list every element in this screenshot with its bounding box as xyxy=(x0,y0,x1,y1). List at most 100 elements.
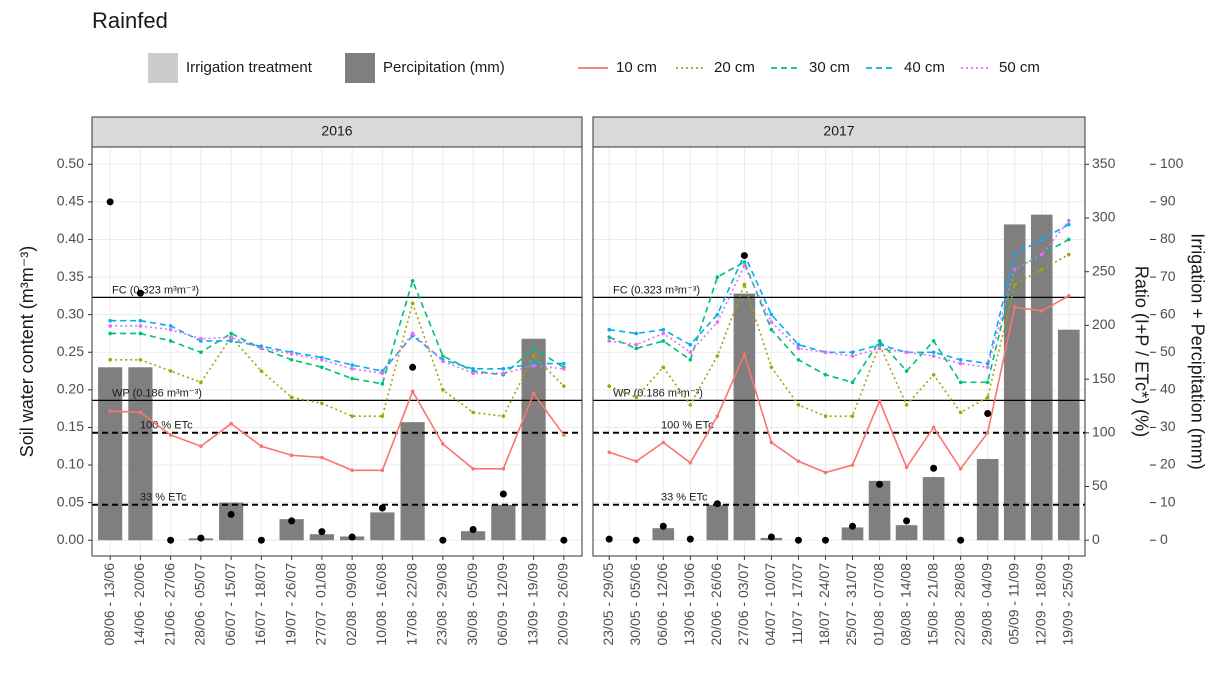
point xyxy=(850,350,855,355)
point xyxy=(350,414,354,418)
point xyxy=(320,401,324,406)
point xyxy=(769,320,774,324)
y2-tick-label: 50 xyxy=(1092,477,1108,493)
legend-swatch xyxy=(148,53,178,83)
point xyxy=(688,403,693,407)
point xyxy=(199,444,203,449)
strip-label: 2017 xyxy=(823,123,854,139)
x-tick-label: 25/07 - 31/07 xyxy=(843,563,859,646)
ratio-dot xyxy=(605,535,613,543)
x-tick-label: 17/08 - 22/08 xyxy=(403,563,419,646)
y-tick-label: 0.05 xyxy=(57,493,84,509)
point xyxy=(168,369,173,373)
point xyxy=(380,414,385,418)
x-tick-label: 30/05 - 05/06 xyxy=(627,563,643,646)
ratio-dot xyxy=(167,536,175,544)
point xyxy=(199,380,203,385)
bar xyxy=(1030,214,1053,541)
ratio-dot xyxy=(257,536,265,544)
point xyxy=(661,331,666,336)
panel-border xyxy=(592,146,1086,557)
point xyxy=(1066,294,1071,298)
point xyxy=(958,466,963,471)
x-tick-label: 29/08 - 04/09 xyxy=(978,563,994,646)
point xyxy=(350,376,354,381)
point xyxy=(688,342,693,347)
legend-label: 50 cm xyxy=(999,59,1040,76)
point xyxy=(688,460,693,465)
point xyxy=(229,339,233,343)
ratio-dot xyxy=(136,289,144,297)
point xyxy=(259,369,264,373)
point xyxy=(229,335,233,340)
point xyxy=(607,335,612,340)
ratio-dot xyxy=(318,528,326,536)
line xyxy=(110,389,565,472)
ratio-dot xyxy=(469,525,477,533)
point xyxy=(320,357,324,362)
ratio-dot xyxy=(930,464,938,472)
x-tick-label: 06/09 - 12/09 xyxy=(494,563,510,646)
x-tick-label: 19/07 - 26/07 xyxy=(282,563,298,646)
point xyxy=(823,350,828,355)
line xyxy=(609,223,1070,365)
ratio-dot xyxy=(903,517,911,525)
x-tick-label: 08/08 - 14/08 xyxy=(897,563,913,646)
y-tick-label: 0.20 xyxy=(57,381,84,397)
point xyxy=(168,433,173,437)
x-tick-label: 28/06 - 05/07 xyxy=(192,563,208,646)
y-tick-label: 0.35 xyxy=(57,268,84,284)
point xyxy=(796,357,801,362)
ratio-dot xyxy=(957,536,965,544)
y-tick-label: 0.10 xyxy=(57,456,84,472)
y3-tick-label: 20 xyxy=(1160,456,1176,472)
x-tick-label: 04/07 - 10/07 xyxy=(762,563,778,646)
point xyxy=(850,414,855,418)
point xyxy=(441,388,445,392)
point xyxy=(471,366,475,371)
bar xyxy=(1003,224,1026,541)
bar xyxy=(400,422,425,541)
point xyxy=(1039,309,1044,313)
point xyxy=(531,346,536,351)
y-axis-title: Soil water content (m³m⁻³) xyxy=(17,246,37,458)
point xyxy=(931,339,936,343)
y3-tick-label: 70 xyxy=(1160,268,1176,284)
point xyxy=(501,466,506,471)
point xyxy=(742,260,747,264)
x-tick-label: 11/07 - 17/07 xyxy=(789,563,805,645)
point xyxy=(350,363,354,367)
y2-tick-label: 150 xyxy=(1092,370,1116,386)
y-tick-label: 0.25 xyxy=(57,343,84,359)
bar xyxy=(279,519,304,541)
y3-tick-label: 80 xyxy=(1160,230,1176,246)
reference-label: WP (0.186 m³m⁻³) xyxy=(112,387,202,399)
point xyxy=(877,342,882,347)
x-tick-label: 27/07 - 01/08 xyxy=(313,563,329,646)
point xyxy=(958,410,963,415)
point xyxy=(138,357,143,362)
point xyxy=(1012,267,1017,272)
y-tick-label: 0.50 xyxy=(57,155,84,171)
point xyxy=(715,312,720,317)
line xyxy=(110,325,564,375)
line xyxy=(608,295,1070,474)
ratio-dot xyxy=(439,536,447,544)
y-tick-label: 0.40 xyxy=(57,230,84,246)
point xyxy=(769,312,774,317)
point xyxy=(350,366,354,371)
y3-tick-label: 100 xyxy=(1160,155,1184,171)
point xyxy=(688,350,693,355)
y-tick-label: 0.00 xyxy=(57,531,84,547)
point xyxy=(607,327,612,332)
point xyxy=(769,365,774,370)
point xyxy=(634,342,639,347)
bar xyxy=(128,367,153,541)
bar xyxy=(868,480,891,541)
point xyxy=(985,380,990,385)
point xyxy=(410,301,415,306)
point xyxy=(904,369,909,373)
reference-label: WP (0.186 m³m⁻³) xyxy=(613,387,703,399)
legend-label: 10 cm xyxy=(616,59,657,76)
y-tick-label: 0.30 xyxy=(57,305,84,321)
